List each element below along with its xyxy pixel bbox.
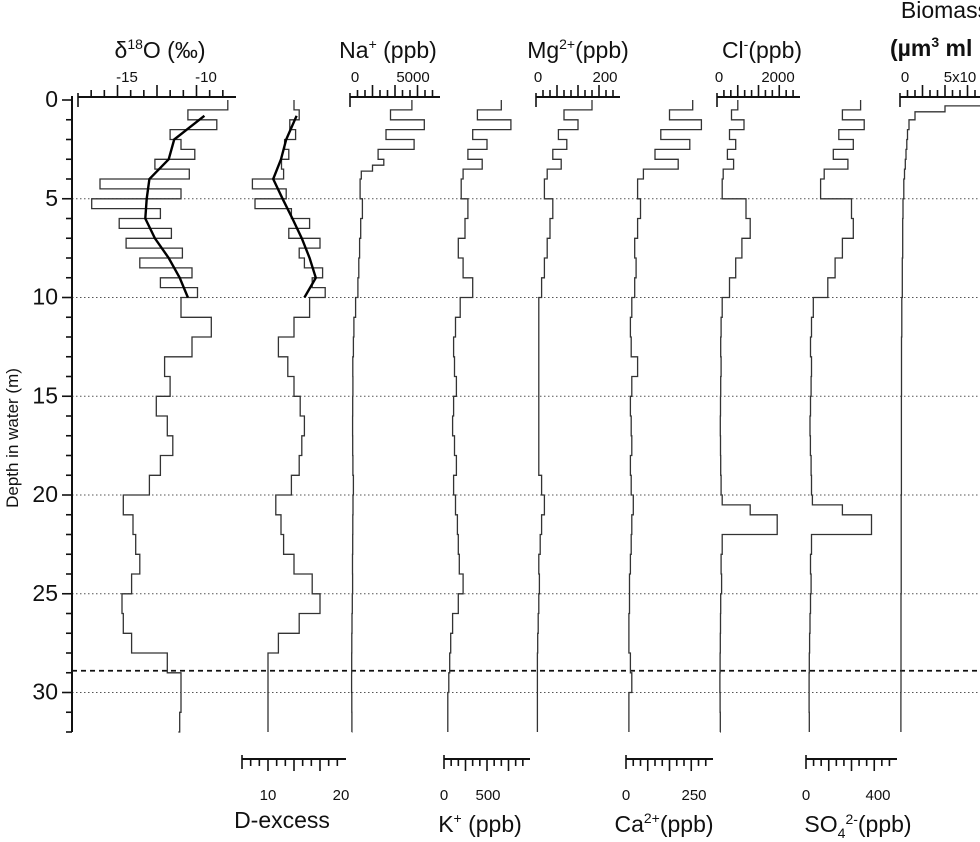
ca-profile-line — [628, 100, 703, 732]
so4-title: SO42-(ppb) — [804, 811, 911, 841]
cl-profile-line — [719, 100, 778, 733]
ca-tick-label-1: 250 — [681, 787, 706, 804]
bio-tick-label-1: 5x10 — [944, 69, 977, 86]
na-title: Na+ (ppb) — [339, 36, 437, 63]
d18o-title: δ18O (‰) — [115, 36, 206, 63]
bio-tick-label-0: 0 — [901, 69, 909, 86]
dex-tick-label-1: 20 — [333, 787, 350, 804]
bio-title-units: (µm3 ml — [890, 34, 972, 61]
depth-tick-label-5: 5 — [45, 185, 58, 211]
mg-profile-line — [536, 100, 593, 732]
mg-tick-label-1: 200 — [592, 69, 617, 86]
depth-tick-label-25: 25 — [32, 580, 58, 606]
mg-title: Mg2+(ppb) — [527, 36, 629, 63]
k-title: K+ (ppb) — [438, 810, 522, 837]
panel-axes — [62, 85, 980, 771]
d18o-tick-label-0: -15 — [116, 69, 138, 86]
d18o-profile-line — [91, 100, 229, 733]
cl-tick-label-1: 2000 — [761, 69, 794, 86]
k-profile-line — [447, 100, 512, 732]
depth-tick-label-15: 15 — [32, 382, 58, 408]
k-tick-label-1: 500 — [475, 787, 500, 804]
so4-tick-label-0: 0 — [802, 787, 810, 804]
dex-tick-label-0: 10 — [260, 787, 277, 804]
k-tick-label-0: 0 — [440, 787, 448, 804]
depth-tick-label-0: 0 — [45, 86, 58, 112]
y-axis-label: Depth in water (m) — [3, 368, 22, 508]
mg-tick-label-0: 0 — [534, 69, 542, 86]
ca-tick-label-0: 0 — [622, 787, 630, 804]
depth-tick-label-30: 30 — [32, 679, 58, 705]
na-profile-line — [350, 100, 425, 733]
cl-tick-label-0: 0 — [715, 69, 723, 86]
dex-smoothed-line — [271, 115, 318, 299]
d18o-smoothed-line — [144, 114, 206, 298]
depth-tick-label-10: 10 — [32, 284, 58, 310]
bio-title: Biomass — [901, 0, 980, 23]
so4-tick-label-1: 400 — [865, 787, 890, 804]
ca-title: Ca2+(ppb) — [614, 810, 713, 837]
dex-title: D-excess — [234, 807, 330, 833]
so4-profile-line — [808, 100, 873, 732]
na-tick-label-0: 0 — [351, 69, 359, 86]
na-tick-label-1: 5000 — [396, 69, 429, 86]
bio-profile-line — [900, 105, 980, 732]
depth-gridlines — [72, 198, 980, 693]
dex-profile-line — [251, 100, 326, 732]
d18o-tick-label-1: -10 — [195, 69, 217, 86]
profile-traces — [91, 100, 980, 733]
depth-tick-label-20: 20 — [32, 481, 58, 507]
cl-title: Cl-(ppb) — [722, 36, 802, 63]
